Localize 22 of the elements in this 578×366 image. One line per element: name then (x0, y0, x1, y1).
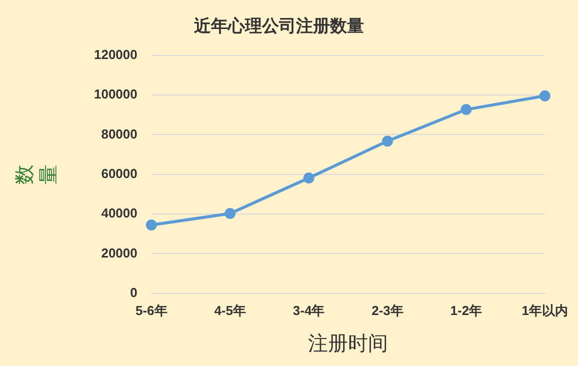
y-axis-title: 数量 (12, 164, 60, 184)
point (146, 219, 157, 230)
x-tick-label: 1-2年 (450, 302, 482, 318)
point (382, 136, 393, 147)
x-tick-label: 3-4年 (292, 302, 325, 318)
x-tick-label: 4-5年 (214, 302, 246, 318)
y-tick-label: 120000 (94, 46, 138, 62)
y-tick-label: 40000 (101, 206, 138, 221)
y-tick-label: 20000 (101, 245, 138, 260)
point (224, 208, 236, 219)
point (539, 90, 550, 102)
chart-title: 近年心理公司注册数量 (193, 16, 364, 37)
y-tick-label: 100000 (94, 86, 138, 102)
y-tick-label: 80000 (101, 126, 138, 142)
point (303, 172, 314, 184)
x-tick-label: 1年以内 (522, 302, 568, 318)
x-tick-label: 5-6年 (135, 302, 168, 318)
point (460, 104, 472, 116)
y-tick-label: 60000 (101, 166, 138, 181)
x-axis-title: 注册时间 (308, 331, 388, 356)
x-tick-label: 2-3年 (372, 302, 404, 318)
y-tick-label: 0 (130, 284, 138, 300)
